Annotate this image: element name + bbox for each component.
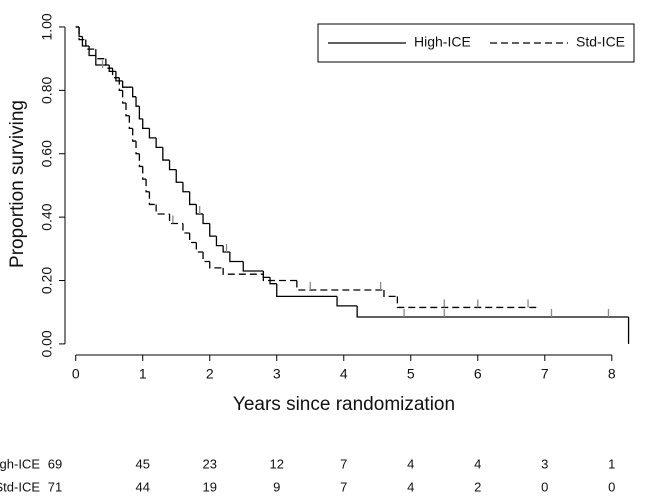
risk-count: 4 bbox=[407, 456, 414, 471]
risk-row-label: High-ICE bbox=[0, 456, 40, 471]
step-segment bbox=[222, 267, 264, 275]
risk-count: 7 bbox=[340, 479, 347, 494]
step-segment bbox=[132, 87, 137, 98]
step-segment bbox=[128, 115, 133, 130]
risk-count: 9 bbox=[273, 479, 280, 494]
step-segment bbox=[202, 251, 210, 263]
risk-count: 4 bbox=[474, 456, 481, 471]
step-segment bbox=[195, 242, 204, 253]
step-segment bbox=[168, 160, 177, 171]
step-segment bbox=[108, 65, 116, 72]
x-axis-title: Years since randomization bbox=[233, 394, 455, 415]
step-segment bbox=[121, 80, 133, 88]
step-segment bbox=[396, 296, 539, 309]
legend-label: High-ICE bbox=[414, 34, 471, 50]
risk-count: 23 bbox=[203, 456, 217, 471]
y-tick-label: 1.00 bbox=[39, 13, 55, 40]
x-tick-label: 5 bbox=[407, 366, 415, 382]
step-segment bbox=[148, 128, 157, 139]
y-axis-title: Proportion surviving bbox=[7, 100, 28, 268]
step-segment bbox=[188, 191, 197, 206]
step-segment bbox=[336, 296, 358, 307]
step-segment bbox=[195, 204, 204, 215]
step-segment bbox=[155, 137, 163, 149]
step-segment bbox=[209, 261, 224, 269]
risk-count: 44 bbox=[135, 479, 149, 494]
risk-count: 4 bbox=[407, 479, 414, 494]
step-segment bbox=[215, 236, 224, 247]
step-segment bbox=[78, 26, 86, 41]
step-segment bbox=[115, 71, 123, 82]
risk-count: 45 bbox=[135, 456, 149, 471]
step-segment bbox=[229, 251, 244, 263]
step-segment bbox=[138, 106, 143, 120]
step-segment bbox=[95, 55, 110, 66]
step-segment bbox=[269, 277, 277, 285]
step-segment bbox=[356, 305, 629, 318]
risk-count: 19 bbox=[203, 479, 217, 494]
legend-label: Std-ICE bbox=[576, 34, 625, 50]
x-tick-label: 3 bbox=[273, 366, 281, 382]
step-segment bbox=[105, 58, 113, 69]
x-tick-label: 8 bbox=[608, 366, 616, 382]
step-segment bbox=[296, 280, 384, 291]
step-segment bbox=[182, 182, 190, 193]
step-segment bbox=[135, 141, 140, 155]
step-segment bbox=[168, 213, 183, 225]
x-tick-label: 4 bbox=[340, 366, 348, 382]
x-tick-label: 7 bbox=[541, 366, 549, 382]
step-segment bbox=[125, 103, 130, 117]
step-segment bbox=[276, 283, 338, 298]
step-segment bbox=[262, 271, 271, 279]
risk-count: 2 bbox=[474, 479, 481, 494]
step-segment bbox=[209, 223, 217, 237]
step-segment bbox=[111, 68, 120, 79]
risk-count: 71 bbox=[48, 479, 62, 494]
risk-count: 1 bbox=[608, 456, 615, 471]
step-segment bbox=[121, 90, 126, 104]
x-tick-label: 1 bbox=[139, 366, 147, 382]
step-segment bbox=[132, 128, 137, 142]
risk-count: 7 bbox=[340, 456, 347, 471]
step-segment bbox=[162, 147, 170, 161]
risk-count: 0 bbox=[541, 479, 548, 494]
step-segment bbox=[383, 290, 398, 298]
step-segment bbox=[95, 49, 106, 60]
risk-count: 3 bbox=[541, 456, 548, 471]
step-segment bbox=[135, 96, 140, 107]
x-tick-label: 0 bbox=[72, 366, 80, 382]
step-segment bbox=[182, 223, 190, 234]
step-segment bbox=[118, 77, 123, 92]
step-segment bbox=[155, 204, 170, 215]
y-tick-label: 0.80 bbox=[39, 77, 55, 104]
step-segment bbox=[242, 261, 264, 272]
risk-count: 0 bbox=[608, 479, 615, 494]
step-segment bbox=[145, 179, 150, 193]
step-segment bbox=[262, 274, 297, 282]
step-segment bbox=[222, 245, 230, 253]
step-segment bbox=[202, 213, 210, 225]
step-segment bbox=[188, 232, 197, 244]
step-segment bbox=[85, 39, 96, 50]
x-tick-label: 6 bbox=[474, 366, 482, 382]
step-segment bbox=[175, 169, 183, 183]
step-segment bbox=[138, 153, 143, 168]
y-tick-label: 0.00 bbox=[39, 330, 55, 357]
step-segment bbox=[142, 118, 150, 130]
y-tick-label: 0.40 bbox=[39, 203, 55, 230]
risk-row-label: Std-ICE bbox=[0, 479, 40, 494]
risk-count: 12 bbox=[270, 456, 284, 471]
risk-count: 69 bbox=[48, 456, 62, 471]
y-tick-label: 0.20 bbox=[39, 267, 55, 294]
x-tick-label: 2 bbox=[206, 366, 214, 382]
y-tick-label: 0.60 bbox=[39, 140, 55, 167]
step-segment bbox=[88, 45, 96, 57]
step-segment bbox=[142, 166, 147, 180]
step-segment bbox=[148, 191, 157, 206]
